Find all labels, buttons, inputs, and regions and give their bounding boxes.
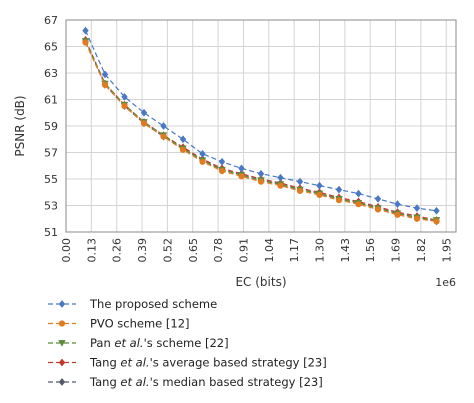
- series-4-line: [84, 39, 437, 221]
- series-1-point: [238, 164, 245, 173]
- series-5-line: [84, 40, 437, 222]
- y-axis-label: PSNR (dB): [13, 95, 27, 156]
- legend-item-5: Tang et al.'s median based strategy [23]: [48, 375, 323, 389]
- series-2-point: [160, 133, 167, 140]
- series-2-point: [101, 81, 109, 89]
- legend-label: The proposed scheme: [89, 297, 217, 311]
- y-tick-labels: 51 53 55 57 59 61 63 65 67: [44, 14, 58, 239]
- x-tick-label: 0.65: [187, 238, 200, 263]
- series-3: [81, 38, 441, 224]
- legend-swatch-marker: [58, 358, 66, 367]
- legend-label: Pan et al.'s scheme [22]: [90, 336, 229, 350]
- series-1-point: [316, 181, 323, 190]
- x-tick-label: 0.78: [212, 238, 225, 263]
- x-tick-label: 1.82: [415, 238, 428, 263]
- series-2-point: [413, 215, 421, 222]
- x-tick-label: 0.91: [237, 238, 250, 262]
- series-1-point: [199, 149, 206, 158]
- series-1: [82, 26, 440, 215]
- legend-item-4: Tang et al.'s average based strategy [23…: [48, 356, 327, 370]
- series-2-point: [433, 218, 440, 225]
- series-2-point: [277, 182, 284, 189]
- series-2-point: [335, 197, 343, 204]
- x-tick-label: 1.69: [390, 238, 403, 263]
- series-1-point: [160, 122, 167, 130]
- x-axis-label: EC (bits): [235, 275, 286, 289]
- legend: The proposed scheme PVO scheme [12] Pan et…: [48, 297, 327, 389]
- y-tick-label: 63: [44, 67, 58, 80]
- series-2-point: [218, 167, 226, 175]
- series-1-point: [101, 70, 109, 79]
- x-tick-label: 0.26: [111, 238, 124, 263]
- series-1-point: [277, 173, 284, 182]
- y-tick-label: 65: [44, 41, 58, 54]
- legend-swatch-marker: [58, 340, 66, 347]
- series-2-point: [296, 187, 304, 195]
- y-tick-label: 61: [44, 94, 58, 107]
- series-1-point: [296, 177, 304, 186]
- series-3-line: [84, 40, 437, 221]
- series-2-point: [199, 158, 206, 165]
- series-1-point: [335, 185, 343, 194]
- series-1-point: [433, 206, 440, 215]
- x-tick-label: 1.56: [364, 238, 377, 263]
- x-tick-label: 0.13: [85, 238, 98, 263]
- series-group: [81, 26, 441, 226]
- x-tick-label: 1.43: [339, 238, 352, 263]
- series-1-point: [121, 92, 128, 101]
- series-2-point: [179, 146, 187, 153]
- x-tick-label: 0.39: [136, 238, 149, 263]
- legend-label: Tang et al.'s median based strategy [23]: [89, 375, 323, 389]
- plot-area-frame: [65, 19, 457, 233]
- series-2-point: [316, 191, 323, 198]
- series-1-point: [82, 26, 89, 35]
- legend-item-2: PVO scheme [12]: [48, 317, 190, 331]
- legend-swatch-marker: [58, 320, 66, 327]
- y-tick-label: 51: [44, 226, 58, 239]
- x-tick-label: 1.04: [263, 238, 276, 263]
- series-1-point: [413, 204, 421, 213]
- x-tick-label: 1.17: [288, 238, 301, 263]
- series-1-point: [179, 135, 187, 144]
- legend-swatch-marker: [58, 378, 66, 386]
- series-1-point: [257, 169, 265, 178]
- series-2-point: [374, 206, 382, 213]
- legend-swatch-marker: [58, 300, 66, 308]
- series-1-point: [140, 108, 148, 117]
- y-tick-label: 67: [44, 14, 58, 27]
- x-tick-label: 0.00: [60, 238, 73, 263]
- grid: [65, 19, 456, 233]
- series-2-point: [121, 103, 128, 110]
- series-2-point: [355, 201, 362, 208]
- legend-label: PVO scheme [12]: [90, 317, 190, 331]
- series-2-point: [82, 39, 89, 46]
- x-tick-label: 0.52: [161, 238, 174, 263]
- y-tick-label: 53: [44, 200, 58, 213]
- series-2-line: [84, 42, 437, 222]
- series-1-point: [218, 157, 226, 166]
- legend-label: Tang et al.'s average based strategy [23…: [89, 356, 327, 370]
- series-2-point: [257, 178, 265, 185]
- series-2-point: [140, 120, 148, 127]
- y-tick-label: 59: [44, 120, 58, 133]
- series-5: [82, 37, 440, 226]
- series-2-point: [394, 211, 401, 218]
- y-tick-label: 55: [44, 173, 58, 186]
- x-axis-exponent-label: 1e6: [435, 276, 456, 289]
- series-4: [82, 36, 440, 224]
- series-2-point: [238, 173, 245, 180]
- series-1-point: [394, 200, 401, 209]
- legend-item-1: The proposed scheme: [48, 297, 217, 311]
- series-2: [82, 39, 440, 225]
- series-1-point: [355, 189, 362, 198]
- series-1-point: [374, 195, 382, 203]
- legend-item-3: Pan et al.'s scheme [22]: [48, 336, 229, 350]
- x-tick-label: 1.30: [314, 238, 327, 263]
- x-tick-labels: 0.00 0.13 0.26 0.39 0.52 0.65 0.78 0.91 1.04 1.17…: [60, 238, 453, 263]
- x-tick-label: 1.95: [440, 238, 453, 263]
- y-tick-label: 57: [44, 147, 58, 160]
